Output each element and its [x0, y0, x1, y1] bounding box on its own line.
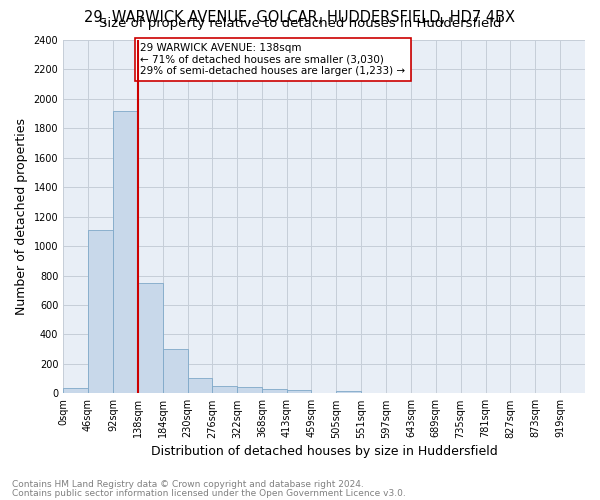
Bar — [311, 392, 336, 394]
Bar — [287, 390, 311, 394]
Bar — [188, 378, 212, 394]
Text: Size of property relative to detached houses in Huddersfield: Size of property relative to detached ho… — [99, 18, 501, 30]
X-axis label: Distribution of detached houses by size in Huddersfield: Distribution of detached houses by size … — [151, 444, 497, 458]
Text: 29, WARWICK AVENUE, GOLCAR, HUDDERSFIELD, HD7 4BX: 29, WARWICK AVENUE, GOLCAR, HUDDERSFIELD… — [85, 10, 515, 25]
Bar — [212, 386, 237, 394]
Bar — [237, 388, 262, 394]
Y-axis label: Number of detached properties: Number of detached properties — [15, 118, 28, 315]
Text: Contains public sector information licensed under the Open Government Licence v3: Contains public sector information licen… — [12, 488, 406, 498]
Text: Contains HM Land Registry data © Crown copyright and database right 2024.: Contains HM Land Registry data © Crown c… — [12, 480, 364, 489]
Bar — [113, 110, 138, 394]
Bar — [88, 230, 113, 394]
Bar — [63, 388, 88, 394]
Text: 29 WARWICK AVENUE: 138sqm
← 71% of detached houses are smaller (3,030)
29% of se: 29 WARWICK AVENUE: 138sqm ← 71% of detac… — [140, 43, 406, 76]
Bar — [336, 391, 361, 394]
Bar — [163, 349, 188, 394]
Bar — [262, 389, 287, 394]
Bar — [138, 283, 163, 394]
